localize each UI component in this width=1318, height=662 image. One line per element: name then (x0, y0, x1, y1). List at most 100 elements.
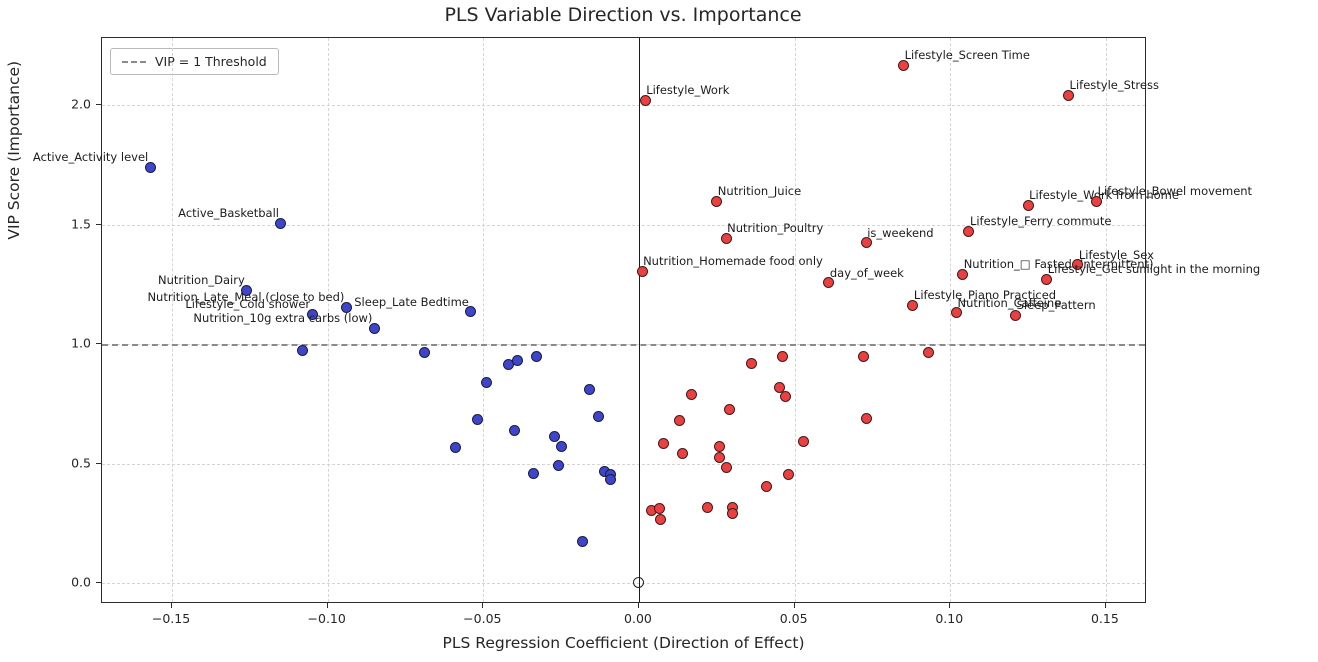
y-tick (96, 104, 101, 106)
data-point (1091, 195, 1103, 207)
x-tick-label: 0.15 (1090, 611, 1119, 626)
point-label: Active_Activity level (32, 150, 149, 165)
data-point (686, 389, 698, 401)
data-point (782, 469, 794, 481)
data-point (922, 347, 934, 359)
data-point (583, 384, 595, 396)
x-axis-label: PLS Regression Coefficient (Direction of… (442, 634, 805, 652)
legend: VIP = 1 Threshold (110, 48, 279, 75)
point-label: Lifestyle_Work (646, 83, 730, 98)
y-tick-label: 1.0 (71, 335, 91, 351)
data-point (1041, 273, 1053, 285)
x-gridline (950, 38, 952, 602)
data-point (471, 413, 483, 425)
point-label: Nutrition_□ Fasted (Intermittent) (963, 257, 1154, 272)
point-label: Lifestyle_Get sunlight in the morning (1047, 262, 1261, 277)
point-label: Lifestyle_Work from home (1029, 188, 1179, 203)
data-point (555, 441, 567, 453)
x-gridline (1105, 38, 1107, 602)
data-point (779, 390, 791, 402)
data-point (306, 308, 318, 320)
y-tick-label: 0.5 (71, 455, 91, 470)
x-tick (793, 603, 795, 608)
data-point (701, 502, 713, 514)
data-point (1022, 199, 1034, 211)
data-point (577, 536, 589, 548)
data-point (639, 94, 651, 106)
point-label: Nutrition_Homemade food only (643, 254, 823, 269)
data-point (530, 351, 542, 363)
x-tick (949, 603, 951, 608)
data-point (1010, 309, 1022, 321)
legend-label: VIP = 1 Threshold (155, 54, 267, 69)
x-tick-label: −0.05 (463, 611, 502, 626)
data-point (275, 217, 287, 229)
y-tick (96, 581, 101, 583)
origin-open-marker (633, 577, 645, 589)
x-tick (1104, 603, 1106, 608)
y-tick-label: 0.0 (71, 574, 91, 590)
data-point (527, 467, 539, 479)
y-gridline (102, 105, 1145, 107)
y-gridline (102, 463, 1145, 465)
data-point (653, 503, 665, 515)
x-tick-label: 0.00 (624, 611, 652, 626)
data-point (368, 322, 380, 334)
data-point (605, 473, 617, 485)
chart-title: PLS Variable Direction vs. Importance (444, 4, 802, 26)
data-point (677, 447, 689, 459)
data-point (776, 350, 788, 362)
data-point (241, 284, 253, 296)
data-point (1063, 89, 1075, 101)
point-label: Nutrition_10g extra carbs (low) (193, 311, 373, 326)
y-tick (96, 223, 101, 225)
data-point (720, 462, 732, 474)
vip-threshold-line (102, 344, 1145, 347)
point-label: Lifestyle_Piano Practiced (913, 288, 1057, 303)
data-point (480, 376, 492, 388)
data-point (449, 441, 461, 453)
y-tick-label: 2.0 (71, 96, 91, 112)
point-label: Active_Basketball (178, 206, 279, 221)
data-point (761, 481, 773, 493)
data-point (957, 268, 969, 280)
data-point (723, 403, 735, 415)
data-point (720, 232, 732, 244)
point-label: is_weekend (867, 225, 934, 240)
data-point (726, 508, 738, 520)
x-gridline (483, 38, 485, 602)
x-gridline (327, 38, 329, 602)
y-tick (96, 343, 101, 345)
x-tick (326, 603, 328, 608)
data-point (465, 306, 477, 318)
data-point (1072, 259, 1084, 271)
data-point (714, 441, 726, 453)
data-point (798, 435, 810, 447)
data-point (144, 161, 156, 173)
data-point (593, 410, 604, 422)
plot-area: VIP = 1 Threshold Active_Activity level A… (33, 37, 1260, 603)
data-point (340, 301, 352, 313)
data-point (508, 425, 520, 437)
data-point (773, 382, 785, 394)
data-point (907, 299, 919, 311)
data-point (950, 307, 962, 319)
point-label: Nutrition_Juice (717, 184, 802, 199)
y-tick-label: 1.5 (71, 216, 91, 232)
y-tick (96, 462, 101, 464)
y-gridline (102, 582, 1145, 584)
data-point (860, 237, 872, 249)
data-point (418, 347, 430, 359)
y-axis-label: VIP Score (Importance) (5, 60, 23, 240)
x-tick (171, 603, 173, 608)
point-label: Lifestyle_Screen Time (904, 48, 1030, 63)
data-point (963, 225, 975, 237)
data-point (860, 412, 872, 424)
point-label: Nutrition_Poultry (727, 221, 824, 236)
data-point (636, 265, 648, 277)
data-point (745, 357, 757, 369)
point-label: Lifestyle_Cold shower (185, 297, 311, 312)
x-tick (637, 603, 639, 608)
point-label: Nutrition_Caffeine (957, 295, 1062, 310)
